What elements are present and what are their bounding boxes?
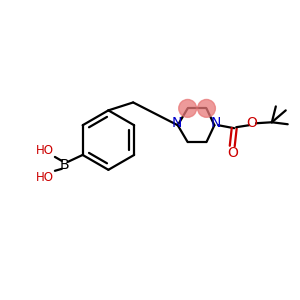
Circle shape: [198, 100, 215, 117]
Text: B: B: [60, 158, 70, 172]
Text: N: N: [172, 116, 182, 130]
Circle shape: [179, 100, 196, 117]
Text: N: N: [210, 116, 220, 130]
Text: HO: HO: [36, 143, 54, 157]
Text: HO: HO: [36, 171, 54, 184]
Text: O: O: [247, 116, 257, 130]
Text: O: O: [227, 146, 238, 160]
